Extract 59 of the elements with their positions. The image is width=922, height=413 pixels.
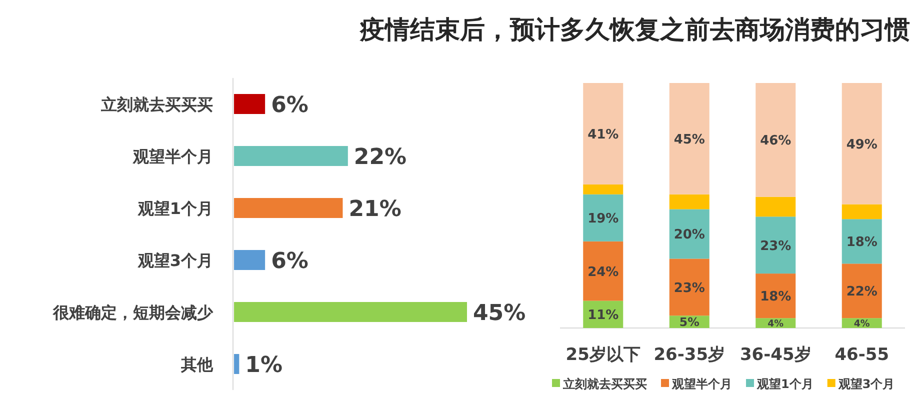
x-tick-label: 46-55 xyxy=(834,345,890,365)
data-label: 22% xyxy=(846,284,878,300)
data-label: 6% xyxy=(271,93,308,118)
x-tick-label: 36-45岁 xyxy=(740,345,812,365)
legend-label: 立刻就去买买买 xyxy=(562,377,647,391)
y-tick-label: 观望3个月 xyxy=(136,251,213,270)
bar xyxy=(756,216,796,274)
x-tick-label: 26-35岁 xyxy=(654,345,726,365)
data-label: 22% xyxy=(354,145,407,170)
bar xyxy=(756,83,796,197)
y-tick-label: 很难确定，短期会减少 xyxy=(52,303,214,322)
y-tick-label: 观望1个月 xyxy=(136,199,213,218)
data-label: 41% xyxy=(588,127,619,142)
bar xyxy=(234,146,348,166)
data-label: 23% xyxy=(760,238,792,254)
y-tick-label: 立刻就去买买买 xyxy=(100,95,213,114)
data-label: 24% xyxy=(588,264,619,280)
bar xyxy=(583,241,624,301)
bar xyxy=(583,184,624,194)
data-label: 45% xyxy=(473,301,526,326)
bar xyxy=(234,198,343,218)
y-tick-label: 其他 xyxy=(180,355,214,374)
legend-label: 观望1个月 xyxy=(756,377,814,391)
data-label: 5% xyxy=(679,315,700,330)
bar xyxy=(234,250,266,270)
bar xyxy=(669,209,710,259)
bar xyxy=(234,302,467,322)
bar xyxy=(583,83,624,184)
data-label: 21% xyxy=(348,197,402,222)
legend-label: 观望半个月 xyxy=(671,377,732,391)
data-label: 11% xyxy=(588,308,619,324)
data-label: 4% xyxy=(854,318,870,330)
data-label: 1% xyxy=(245,353,283,378)
bar xyxy=(756,274,796,318)
legend-label: 观望3个月 xyxy=(837,377,895,391)
data-label: 18% xyxy=(846,235,878,250)
x-tick-label: 25岁以下 xyxy=(566,345,640,365)
bar xyxy=(234,354,240,374)
data-label: 6% xyxy=(271,249,308,274)
bar xyxy=(842,204,882,220)
bar xyxy=(756,196,796,217)
bar xyxy=(669,258,710,316)
bar xyxy=(583,194,624,242)
data-label: 46% xyxy=(760,134,792,149)
data-label: 45% xyxy=(674,132,705,148)
bar xyxy=(234,94,266,114)
bar xyxy=(842,219,882,264)
bar xyxy=(669,194,710,210)
data-label: 49% xyxy=(846,137,878,152)
data-label: 19% xyxy=(588,212,619,227)
data-label: 18% xyxy=(760,290,792,305)
data-label: 23% xyxy=(674,280,705,296)
data-label: 20% xyxy=(674,228,705,243)
data-label: 4% xyxy=(768,318,784,330)
bar xyxy=(842,83,882,204)
text: 疫情结束后，预计多久恢复之前去商场消费的习惯 xyxy=(359,15,910,44)
y-tick-label: 观望半个月 xyxy=(132,147,213,166)
bar xyxy=(669,83,710,194)
bar xyxy=(842,264,882,318)
